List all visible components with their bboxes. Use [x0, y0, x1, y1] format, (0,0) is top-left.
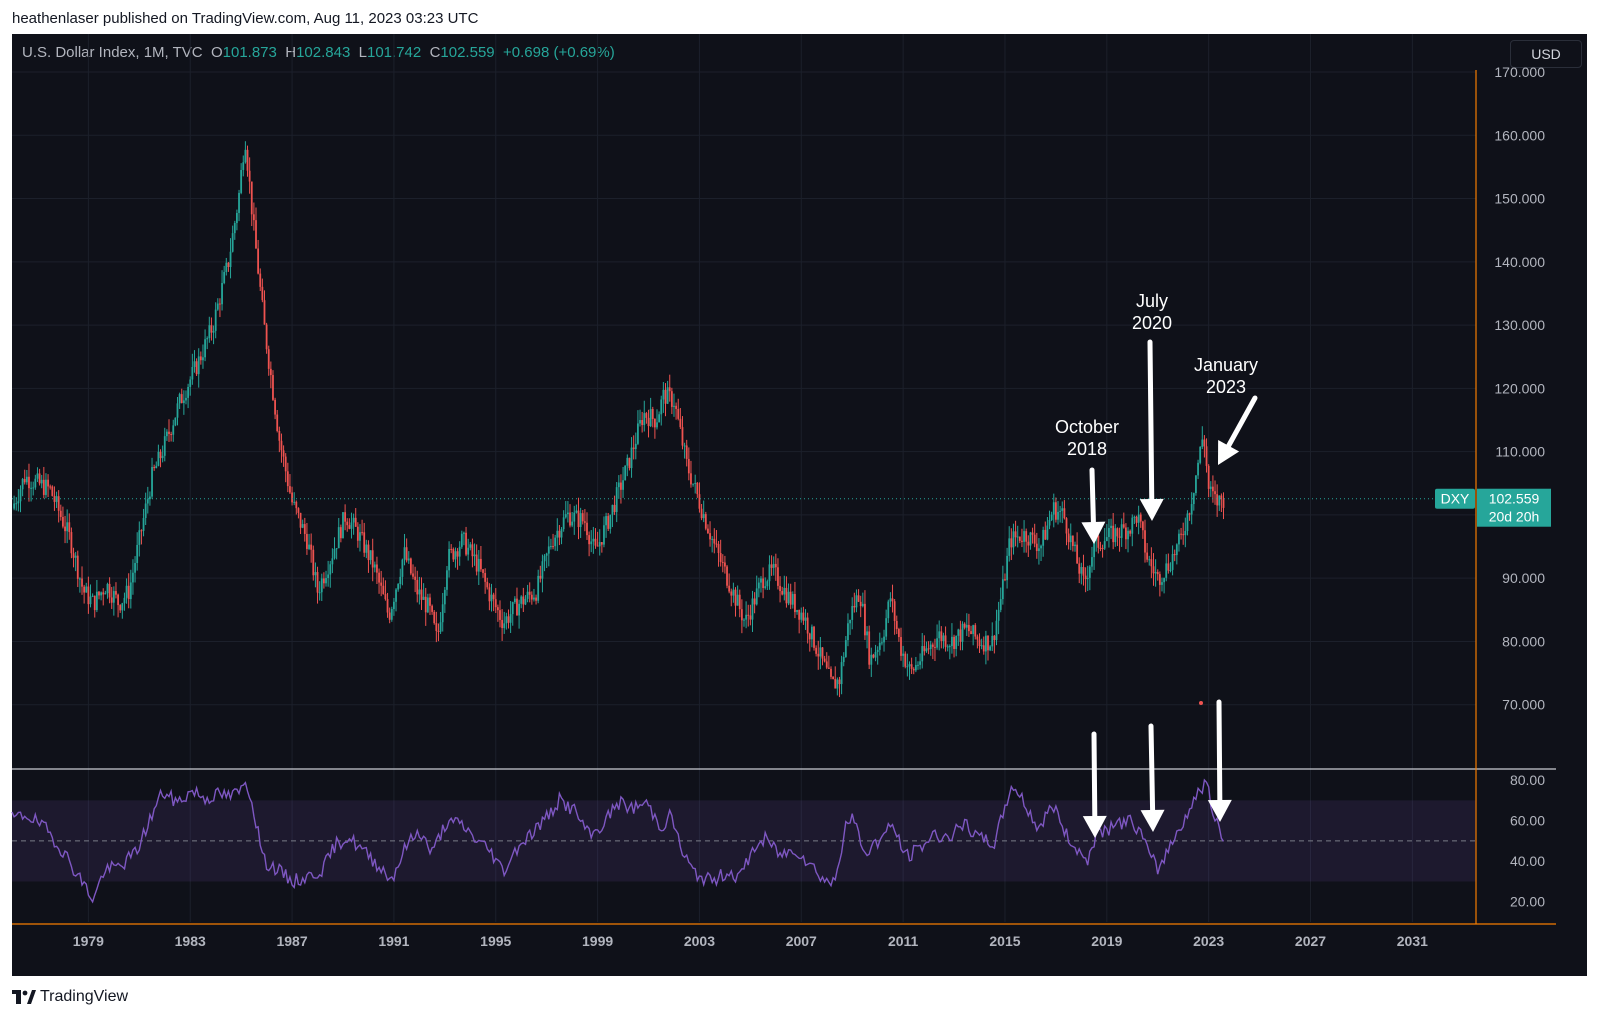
chart-panel[interactable] — [12, 34, 1587, 976]
close-value: 102.559 — [440, 44, 495, 61]
low-label: L — [358, 44, 367, 61]
high-value: 102.843 — [296, 44, 351, 61]
tradingview-brand[interactable]: TradingView — [12, 988, 128, 1006]
published-line: heathenlaser published on TradingView.co… — [12, 10, 479, 27]
open-value: 101.873 — [222, 44, 277, 61]
symbol-title[interactable]: U.S. Dollar Index, 1M, TVC — [22, 44, 203, 61]
tradingview-logo-icon — [12, 990, 36, 1004]
open-label: O — [210, 44, 223, 61]
low-value: 101.742 — [366, 44, 422, 61]
currency-button[interactable]: USD — [1510, 40, 1582, 68]
change-value: +0.698 (+0.69%) — [502, 44, 615, 61]
high-label: H — [285, 44, 297, 61]
ohlc-header: U.S. Dollar Index, 1M, TVC O101.873 H102… — [22, 44, 615, 61]
brand-label: TradingView — [40, 988, 129, 1005]
close-label: C — [429, 44, 441, 61]
